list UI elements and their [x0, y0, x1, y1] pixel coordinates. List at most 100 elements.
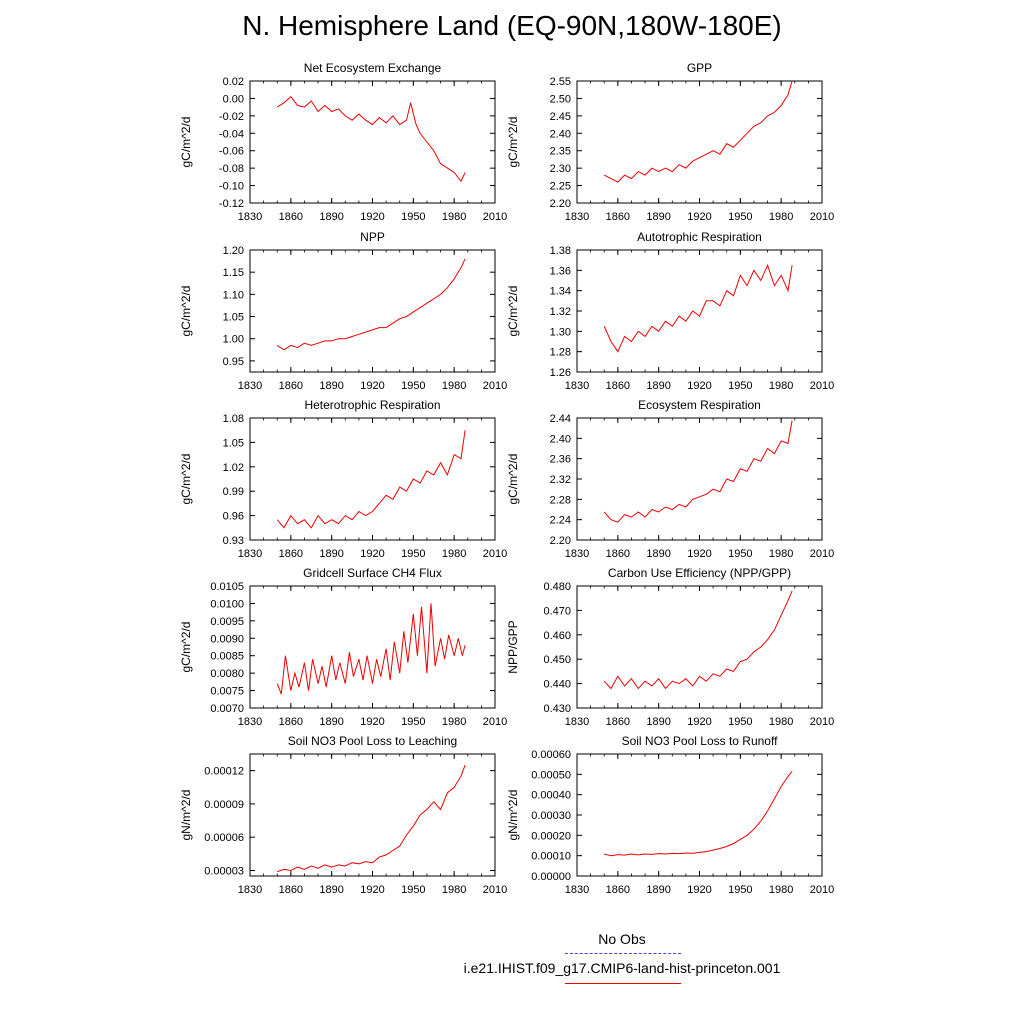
legend-case-label: i.e21.IHIST.f09_g17.CMIP6-land-hist-prin… [463, 960, 781, 976]
y-tick-label: 2.45 [550, 111, 571, 123]
x-tick-label: 1860 [606, 716, 630, 728]
x-tick-label: 1950 [728, 211, 752, 223]
x-tick-label: 1950 [401, 884, 425, 896]
x-tick-label: 1860 [279, 548, 303, 560]
x-tick-label: 1980 [442, 716, 466, 728]
chart-soil-no3-pool-loss-to-leaching: Soil NO3 Pool Loss to Leaching gN/m^2/d 18… [179, 734, 507, 896]
plot-frame [249, 585, 496, 709]
y-tick-label: -0.04 [219, 128, 244, 140]
legend-obs-line [565, 953, 681, 954]
chart-autotrophic-respiration: Autotrophic Respiration gC/m^2/d 1830 1860 1… [506, 230, 834, 392]
chart-title: Soil NO3 Pool Loss to Leaching [288, 734, 457, 748]
y-tick-label: 1.32 [550, 306, 571, 318]
x-tick-label: 1860 [279, 884, 303, 896]
x-tick-label: 1860 [606, 884, 630, 896]
y-axis-label: gC/m^2/d [179, 454, 193, 505]
y-axis-label: gC/m^2/d [179, 622, 193, 673]
x-tick-label: 1830 [238, 548, 262, 560]
chart-npp: NPP gC/m^2/d 1830 1860 1890 1920 1950 1980 2010 0… [179, 230, 507, 392]
y-tick-label: 1.10 [223, 289, 244, 301]
x-tick-label: 2010 [483, 211, 507, 223]
x-tick-label: 1920 [360, 884, 384, 896]
y-axis-label: gC/m^2/d [506, 454, 520, 505]
x-tick-label: 1980 [769, 716, 793, 728]
legend-case-line [565, 983, 681, 984]
y-tick-label: 0.450 [543, 654, 571, 666]
x-tick-label: 1950 [401, 548, 425, 560]
series-line [276, 258, 466, 351]
y-tick-label: 0.02 [223, 76, 244, 88]
y-tick-label: 0.0090 [210, 633, 244, 645]
x-tick-label: 1980 [769, 548, 793, 560]
y-tick-label: 0.99 [223, 486, 244, 498]
y-tick-label: 0.0085 [210, 651, 244, 663]
y-tick-label: 2.35 [550, 146, 571, 158]
x-tick-label: 2010 [810, 211, 834, 223]
chart-title: Gridcell Surface CH4 Flux [303, 566, 442, 580]
y-tick-label: 0.00009 [204, 799, 244, 811]
plot-frame [576, 585, 823, 709]
series-line [603, 420, 793, 523]
y-tick-label: 0.0075 [210, 686, 244, 698]
x-tick-label: 1830 [238, 380, 262, 392]
chart-title: Soil NO3 Pool Loss to Runoff [622, 734, 779, 748]
y-tick-label: 2.50 [550, 93, 571, 105]
x-tick-label: 1920 [687, 380, 711, 392]
x-tick-label: 1830 [238, 211, 262, 223]
plot-frame [249, 249, 496, 373]
x-tick-label: 1860 [606, 380, 630, 392]
chart-title: Carbon Use Efficiency (NPP/GPP) [608, 566, 791, 580]
y-tick-label: 0.0105 [210, 581, 244, 593]
y-tick-label: 0.470 [543, 605, 571, 617]
y-tick-label: 1.05 [223, 312, 244, 324]
y-tick-label: 1.36 [550, 265, 571, 277]
y-tick-label: 1.20 [223, 245, 244, 257]
chart-title: Autotrophic Respiration [637, 230, 762, 244]
y-tick-label: -0.08 [219, 163, 244, 175]
x-tick-label: 1980 [442, 884, 466, 896]
series-line [276, 95, 466, 183]
plot-frame [249, 80, 496, 204]
y-axis-label: NPP/GPP [506, 620, 520, 673]
x-tick-label: 1950 [728, 380, 752, 392]
y-axis-label: gC/m^2/d [179, 117, 193, 168]
plot-frame [576, 417, 823, 541]
x-tick-label: 1890 [319, 211, 343, 223]
y-tick-label: 1.28 [550, 347, 571, 359]
chart-heterotrophic-respiration: Heterotrophic Respiration gC/m^2/d 1830 186… [179, 398, 507, 560]
x-tick-label: 1920 [360, 716, 384, 728]
y-tick-label: 0.00012 [204, 766, 244, 778]
x-tick-label: 2010 [810, 716, 834, 728]
x-tick-label: 1950 [728, 884, 752, 896]
y-tick-label: 1.30 [550, 326, 571, 338]
y-tick-label: 2.28 [550, 494, 571, 506]
x-tick-label: 1920 [360, 548, 384, 560]
x-tick-label: 1920 [687, 548, 711, 560]
x-tick-label: 1860 [279, 380, 303, 392]
x-tick-label: 1830 [565, 548, 589, 560]
plot-frame [249, 753, 496, 877]
plot-frame [576, 249, 823, 373]
x-tick-label: 1920 [687, 211, 711, 223]
x-tick-label: 1980 [769, 211, 793, 223]
x-tick-label: 1890 [646, 716, 670, 728]
x-tick-label: 1830 [238, 716, 262, 728]
x-tick-label: 1890 [646, 548, 670, 560]
y-tick-label: 2.40 [550, 128, 571, 140]
x-tick-label: 1860 [606, 211, 630, 223]
y-axis-label: gC/m^2/d [506, 286, 520, 337]
y-tick-label: 2.20 [550, 198, 571, 210]
y-tick-label: 0.00040 [531, 790, 571, 802]
series-line [603, 590, 793, 690]
y-tick-label: 1.34 [550, 286, 571, 298]
y-tick-label: 2.40 [550, 433, 571, 445]
x-tick-label: 1950 [401, 380, 425, 392]
x-tick-label: 1860 [279, 716, 303, 728]
plot-frame [249, 417, 496, 541]
y-tick-label: 0.00060 [531, 749, 571, 761]
chart-title: Ecosystem Respiration [638, 398, 761, 412]
x-tick-label: 1890 [646, 211, 670, 223]
chart-title: Heterotrophic Respiration [304, 398, 440, 412]
y-tick-label: 2.36 [550, 454, 571, 466]
